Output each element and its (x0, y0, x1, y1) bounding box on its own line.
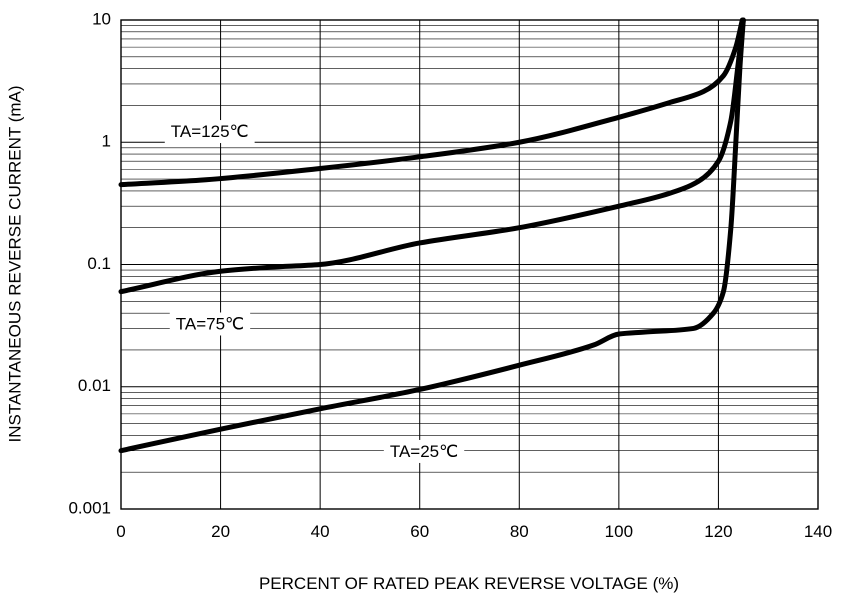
y-tick-label: 0.001 (68, 498, 111, 517)
x-tick-label: 100 (605, 522, 633, 541)
x-axis-title: PERCENT OF RATED PEAK REVERSE VOLTAGE (%… (259, 574, 679, 593)
y-tick-labels: 0.001 0.01 0.1 1 10 (68, 9, 111, 517)
series-annotation: TA=125℃ (164, 120, 255, 144)
y-tick-label: 0.01 (78, 376, 111, 395)
series-annotation: TA=25℃ (383, 439, 465, 463)
grid (120, 20, 819, 510)
y-tick-label: 1 (102, 132, 111, 151)
y-tick-label: 10 (92, 9, 111, 28)
x-tick-label: 80 (510, 522, 529, 541)
series-annotation-label: TA=75℃ (176, 314, 244, 333)
x-tick-labels: 0 20 40 60 80 100 120 140 (116, 522, 832, 541)
x-tick-label: 140 (804, 522, 832, 541)
x-tick-label: 120 (704, 522, 732, 541)
annotations: TA=125℃ TA=75℃ TA=25℃ (164, 120, 465, 463)
y-tick-label: 0.1 (87, 254, 111, 273)
series-line-ta75 (118, 17, 746, 295)
plot-frame (120, 19, 819, 510)
x-tick-label: 60 (410, 522, 429, 541)
curves (118, 17, 746, 454)
x-tick-label: 20 (211, 522, 230, 541)
annotation-background (169, 312, 251, 336)
series-line-ta125 (118, 17, 745, 188)
annotation-background (164, 120, 255, 144)
x-tick-label: 40 (311, 522, 330, 541)
x-tick-label: 0 (116, 522, 125, 541)
annotation-background (383, 439, 465, 463)
y-axis-title: INSTANTANEOUS REVERSE CURRENT (mA) (5, 85, 24, 442)
series-annotation: TA=75℃ (169, 312, 251, 336)
series-annotation-label: TA=125℃ (171, 122, 249, 141)
series-line-ta25 (118, 17, 746, 454)
series-annotation-label: TA=25℃ (390, 442, 458, 461)
